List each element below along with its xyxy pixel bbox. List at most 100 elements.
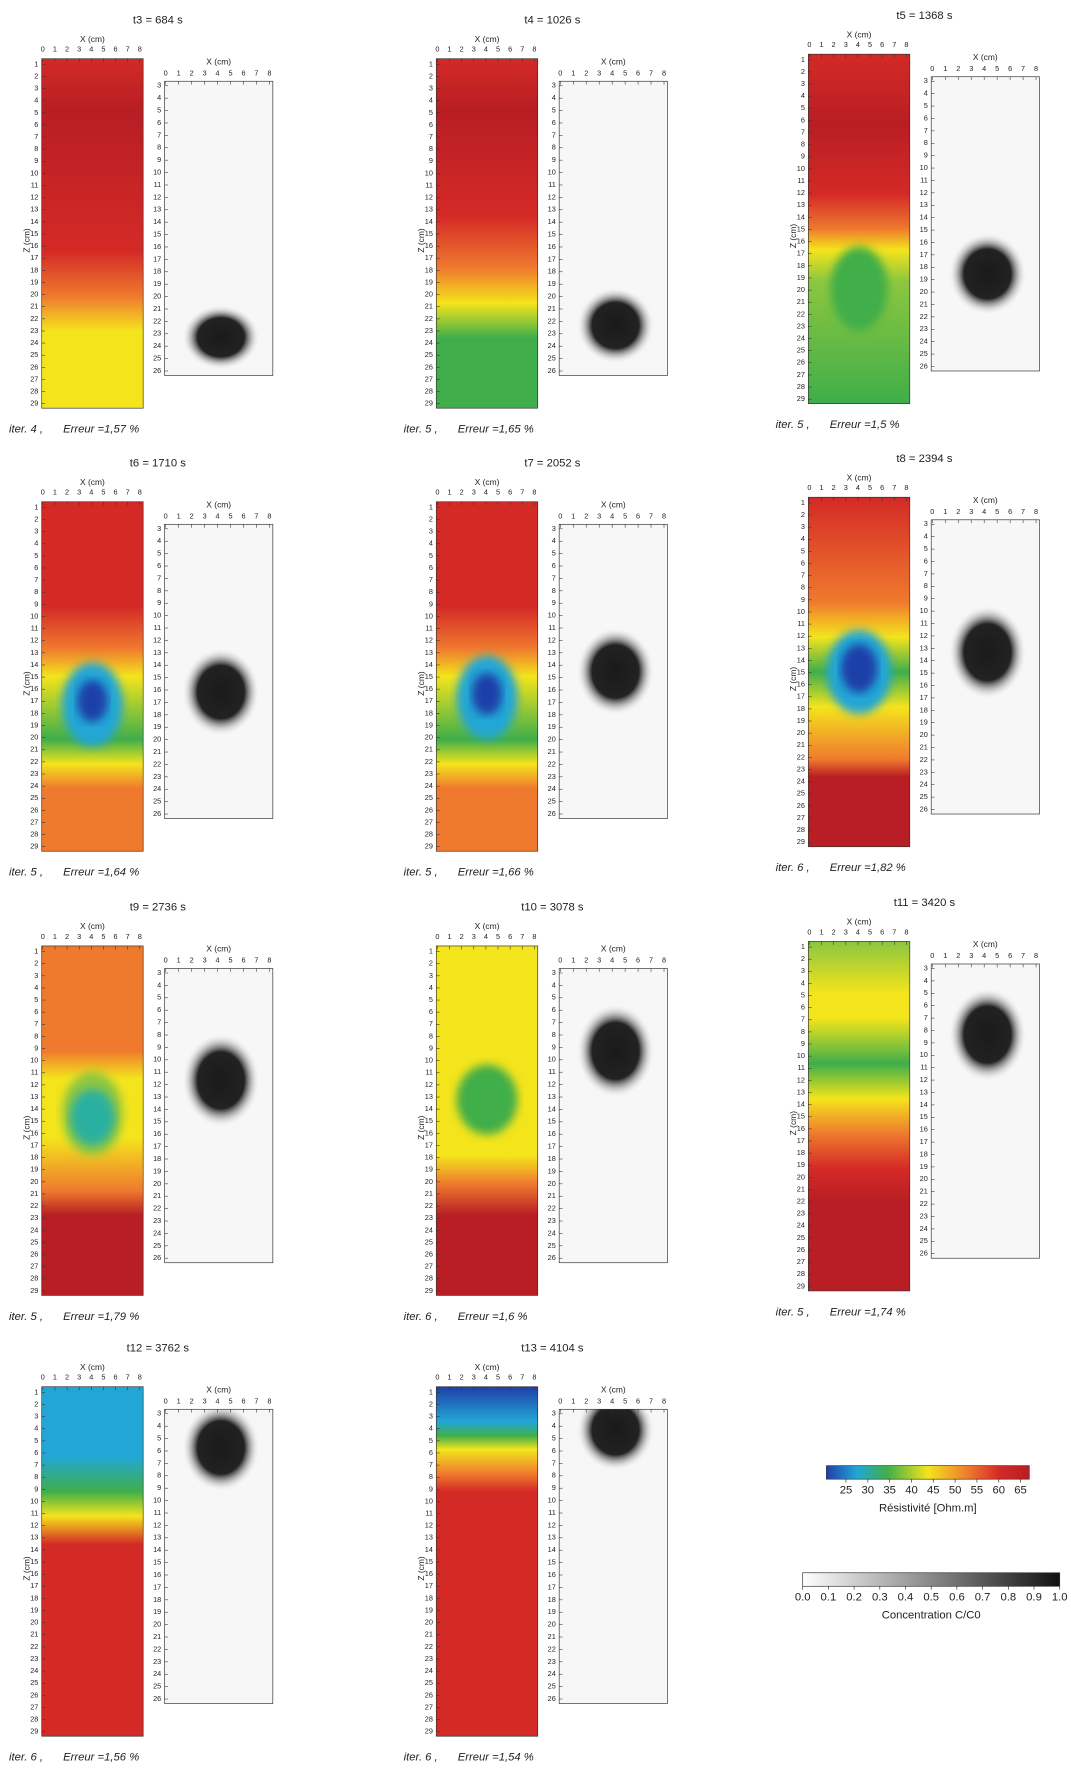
- x-tick-label: 5: [229, 511, 233, 520]
- z-tick-label: 21: [425, 1630, 433, 1639]
- z-tick-label: 25: [920, 349, 928, 358]
- z-tick-label: 5: [429, 995, 433, 1004]
- x-tick-label: 4: [89, 45, 93, 54]
- z-tick-label: 6: [924, 556, 928, 565]
- x-axis-label: X (cm): [847, 472, 872, 482]
- z-tick-label: 26: [153, 1694, 161, 1703]
- x-tick-label: 7: [520, 488, 524, 497]
- z-tick-label: 23: [548, 329, 556, 338]
- z-tick-label: 9: [924, 594, 928, 603]
- z-tick-label: 21: [153, 747, 161, 756]
- z-tick-label: 22: [920, 755, 928, 764]
- z-tick-label: 8: [34, 587, 38, 596]
- z-tick-label: 9: [157, 1483, 161, 1492]
- panel-title: t11 = 3420 s: [894, 897, 956, 909]
- z-tick-label: 11: [425, 1509, 433, 1518]
- z-tick-label: 1: [801, 498, 805, 507]
- x-tick-label: 7: [892, 927, 896, 936]
- z-tick-label: 23: [548, 1216, 556, 1225]
- z-tick-label: 5: [429, 1436, 433, 1445]
- z-tick-label: 11: [797, 176, 805, 185]
- z-tick-label: 25: [153, 1241, 161, 1250]
- x-tick-label: 4: [89, 932, 93, 941]
- anomaly-group: [830, 246, 888, 331]
- z-tick-label: 10: [30, 1056, 38, 1065]
- panel: t8 = 2394 sX (cm)0 1 2 3 4 5 6 7 812345678910111…: [776, 453, 1040, 874]
- z-tick-label: 23: [425, 769, 433, 778]
- z-tick-label: 3: [429, 84, 433, 93]
- z-tick-label: 12: [153, 1520, 161, 1529]
- z-tick-label: 9: [552, 1042, 556, 1051]
- x-tick-label: 0: [164, 1396, 168, 1405]
- z-tick-label: 13: [153, 205, 161, 214]
- x-tick-label: 8: [662, 956, 666, 965]
- anomaly-group: [456, 655, 518, 740]
- x-tick-label: 4: [982, 507, 986, 516]
- z-tick-label: 16: [153, 1570, 161, 1579]
- z-tick-label: 15: [920, 1112, 928, 1121]
- x-tick-label: 1: [53, 932, 57, 941]
- z-tick-label: 1: [429, 502, 433, 511]
- z-tick-label: 2: [34, 514, 38, 523]
- iteration: iter. 5 ,: [404, 867, 438, 879]
- panel: t9 = 2736 sX (cm)0 1 2 3 4 5 6 7 812345678910111…: [9, 902, 274, 1323]
- z-tick-label: 28: [30, 1274, 38, 1283]
- z-tick-label: 7: [924, 569, 928, 578]
- x-tick-label: 1: [177, 956, 181, 965]
- x-tick-label: 6: [880, 927, 884, 936]
- z-tick-label: 13: [425, 648, 433, 657]
- x-tick-label: 1: [447, 932, 451, 941]
- z-tick-label: 24: [30, 781, 38, 790]
- anomaly-group: [62, 1071, 123, 1156]
- z-tick-label: 18: [920, 262, 928, 271]
- z-tick-label: 6: [429, 1448, 433, 1457]
- z-tick-label: 29: [797, 394, 805, 403]
- z-tick-label: 15: [797, 224, 805, 233]
- z-tick-label: 27: [425, 1702, 433, 1711]
- z-tick-label: 3: [924, 963, 928, 972]
- panel-title: t10 = 3078 s: [521, 902, 584, 914]
- x-tick-label: 3: [844, 40, 848, 49]
- z-tick-label: 22: [548, 1644, 556, 1653]
- z-tick-label: 4: [552, 1421, 556, 1430]
- z-tick-label: 22: [153, 316, 161, 325]
- z-tick-label: 13: [797, 1087, 805, 1096]
- z-tick-label: 19: [548, 279, 556, 288]
- x-tick-label: 0: [41, 488, 45, 497]
- tracer-plume: [181, 1409, 260, 1492]
- x-tick-label: 3: [472, 932, 476, 941]
- z-tick-label: 14: [797, 212, 805, 221]
- z-tick-label: 23: [797, 321, 805, 330]
- x-tick-label: 7: [126, 1373, 130, 1382]
- z-tick-label: 20: [153, 292, 161, 301]
- z-tick-label: 4: [552, 536, 556, 545]
- x-tick-label: 6: [114, 1373, 118, 1382]
- frame: [164, 1408, 274, 1704]
- z-axis-label: Z (cm): [416, 671, 426, 696]
- z-tick-label: 25: [30, 1237, 38, 1246]
- z-tick-label: 27: [425, 817, 433, 826]
- z-tick-label: 16: [548, 1129, 556, 1138]
- z-tick-label: 21: [797, 1184, 805, 1193]
- z-tick-label: 12: [425, 636, 433, 645]
- z-tick-label: 1: [429, 59, 433, 68]
- z-tick-label: 25: [425, 1678, 433, 1687]
- z-tick-label: 5: [157, 549, 161, 558]
- z-tick-label: 1: [34, 59, 38, 68]
- x-tick-label: 8: [904, 927, 908, 936]
- z-tick-label: 2: [801, 510, 805, 519]
- z-tick-label: 10: [30, 1496, 38, 1505]
- tracer-plume: [948, 232, 1027, 316]
- z-tick-label: 5: [34, 1436, 38, 1445]
- x-axis-label: X (cm): [206, 499, 231, 509]
- iteration: iter. 6 ,: [776, 862, 810, 874]
- z-tick-label: 8: [157, 1471, 161, 1480]
- x-tick-label: 4: [856, 927, 860, 936]
- z-tick-label: 4: [34, 1424, 38, 1433]
- x-tick-label: 3: [597, 68, 601, 77]
- z-tick-label: 28: [425, 386, 433, 395]
- z-tick-label: 26: [153, 1253, 161, 1262]
- z-tick-label: 6: [801, 1003, 805, 1012]
- panel-title: t7 = 2052 s: [524, 457, 580, 469]
- x-tick-label: 1: [447, 1373, 451, 1382]
